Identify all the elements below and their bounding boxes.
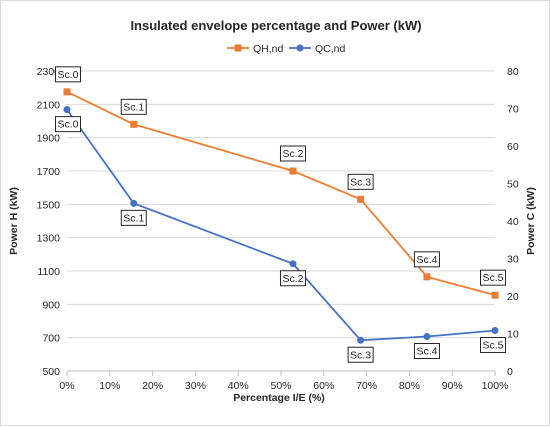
y-left-tick-label: 2100 (37, 99, 61, 111)
y-left-tick-label: 900 (42, 299, 60, 311)
data-label-box (55, 116, 81, 133)
data-point (491, 291, 499, 299)
x-tick-label: 60% (313, 380, 334, 392)
data-label: Sc.5 (480, 337, 506, 353)
data-label-box (413, 251, 440, 268)
data-label-text: Sc.4 (416, 346, 437, 358)
data-point (357, 195, 365, 203)
y-left-tick-label: 1100 (37, 266, 60, 278)
data-label-box (413, 343, 440, 359)
x-tick-label: 0% (59, 380, 74, 392)
y-axis-right-title: Power C (kW) (525, 187, 537, 255)
data-label-box (480, 337, 506, 353)
legend-marker (296, 44, 304, 52)
y-right-tick-label: 50 (507, 179, 519, 191)
data-point (423, 333, 431, 340)
data-label: Sc.5 (480, 269, 506, 286)
y-right-tick-label: 10 (507, 329, 519, 341)
x-tick-label: 100% (482, 380, 509, 392)
y-left-tick-label: 500 (42, 366, 60, 378)
y-right-tick-label: 30 (507, 254, 519, 266)
y-left-tick-label: 2300 (37, 66, 61, 78)
x-axis-title: Percentage I/E (%) (233, 392, 325, 404)
data-label-box (55, 66, 81, 83)
data-label-box (120, 98, 147, 115)
x-tick-label: 20% (142, 380, 163, 392)
data-point (357, 336, 365, 344)
data-point (423, 273, 431, 281)
y-right-tick-label: 20 (507, 291, 519, 303)
series-layer (63, 88, 499, 344)
data-point (63, 106, 71, 114)
y-left-tick-label: 1500 (37, 199, 61, 211)
y-axis-left-title: Power H (kW) (8, 187, 20, 255)
data-labels: Sc.0 Sc.1 Sc.2 Sc.3 Sc.4 Sc.5 Sc.0 Sc.1 Sc.2 Sc.3… (55, 66, 506, 363)
legend-marker (234, 44, 242, 52)
data-point (491, 327, 499, 334)
y-right-tick-label: 80 (507, 66, 519, 78)
data-label-text: Sc.3 (350, 176, 371, 188)
x-tick-label: 10% (99, 380, 120, 392)
data-label-text: Sc.1 (123, 101, 144, 113)
y-right-tick-label: 60 (507, 141, 519, 153)
data-label-text: Sc.2 (282, 273, 303, 285)
data-label: Sc.3 (347, 346, 374, 363)
data-point (130, 199, 138, 207)
data-label-box (347, 173, 374, 190)
axes: 500 700 900 1100 1300 1500 1700 1900 2100 2300 0 10… (37, 66, 519, 392)
x-tick-label: 30% (185, 380, 206, 392)
data-point (130, 120, 138, 128)
legend-label: QH,nd (253, 43, 284, 55)
x-tick-label: 80% (399, 380, 420, 392)
data-label: Sc.2 (279, 270, 306, 287)
data-label-box (120, 209, 147, 226)
data-label: Sc.3 (347, 173, 374, 190)
data-label-text: Sc.0 (57, 119, 78, 131)
data-point (289, 260, 297, 268)
series-line-qc (66, 109, 496, 342)
data-label-box (480, 269, 506, 286)
x-tick-label: 50% (270, 380, 291, 392)
x-tick-label: 70% (356, 380, 377, 392)
data-label-text: Sc.3 (350, 349, 371, 361)
data-label-text: Sc.1 (123, 212, 144, 224)
data-label: Sc.1 (120, 98, 147, 115)
data-label: Sc.0 (55, 66, 81, 83)
data-point (289, 167, 297, 175)
data-label-box (279, 270, 306, 287)
y-left-tick-label: 1700 (37, 166, 61, 178)
y-left-tick-label: 1900 (37, 133, 61, 145)
data-label-text: Sc.2 (282, 148, 303, 160)
x-tick-label: 90% (442, 380, 463, 392)
data-label-text: Sc.4 (416, 254, 437, 266)
data-label-text: Sc.5 (482, 272, 503, 284)
legend-label: QC,nd (315, 43, 346, 55)
data-label: Sc.4 (413, 343, 440, 359)
series-line-qh (66, 91, 496, 297)
data-label-text: Sc.0 (57, 69, 78, 81)
y-left-tick-label: 700 (42, 333, 60, 345)
legend: QH,nd QC,nd (227, 43, 346, 55)
data-label: Sc.4 (413, 251, 440, 268)
data-label: Sc.2 (279, 145, 306, 162)
data-label: Sc.1 (120, 209, 147, 226)
x-tick-label: 40% (228, 380, 249, 392)
y-right-tick-label: 70 (507, 104, 519, 116)
data-label-text: Sc.5 (482, 340, 503, 352)
data-label-box (347, 346, 374, 363)
data-point (63, 88, 71, 96)
y-left-tick-label: 1300 (37, 233, 61, 245)
chart-title: Insulated envelope percentage and Power … (130, 18, 421, 33)
y-right-tick-label: 40 (507, 216, 519, 228)
data-label-box (279, 145, 306, 162)
data-label: Sc.0 (55, 116, 81, 133)
y-right-tick-label: 0 (507, 366, 513, 378)
